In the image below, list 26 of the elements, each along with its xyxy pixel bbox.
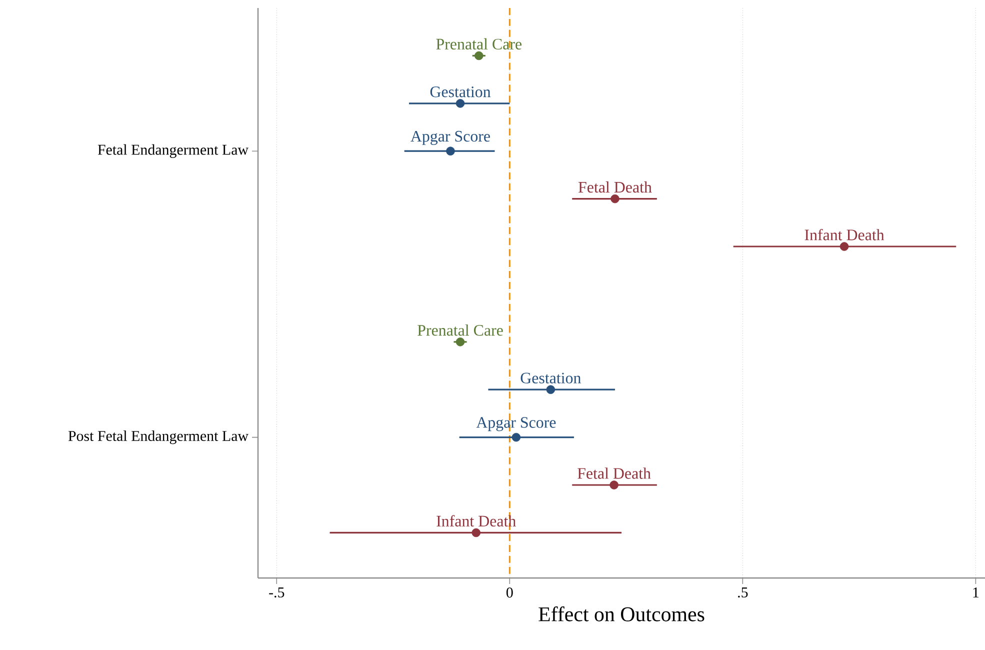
point [546, 385, 556, 394]
point [474, 51, 484, 60]
series-label: Fetal Death [578, 468, 651, 479]
text: Apgar Score [410, 130, 490, 145]
point [610, 480, 618, 490]
text: Gestation [520, 372, 581, 384]
series-label: Prenatal Care [418, 324, 503, 336]
x-tick-label: -.5 [269, 588, 284, 598]
series-label: Infant Death [804, 228, 884, 240]
x-axis-title: Effect on Outcomes [538, 606, 704, 622]
x-tick-label: 0 [506, 588, 513, 598]
point [446, 146, 455, 156]
text: Fetal Death [578, 181, 652, 193]
series-label: Apgar Score [476, 417, 556, 432]
x-tick-label: .5 [738, 588, 748, 598]
point [512, 432, 521, 442]
point [472, 528, 480, 538]
point [840, 242, 849, 251]
point [610, 194, 620, 204]
y-tick-label: Fetal Endangerment Law [98, 144, 248, 158]
x-tick-label: 1 [973, 588, 979, 598]
text: Infant Death [436, 515, 516, 527]
point [456, 338, 465, 346]
series-label: Gestation [430, 86, 491, 98]
point [456, 99, 465, 108]
y-tick-label: Post Fetal Endangerment Law [68, 430, 248, 444]
